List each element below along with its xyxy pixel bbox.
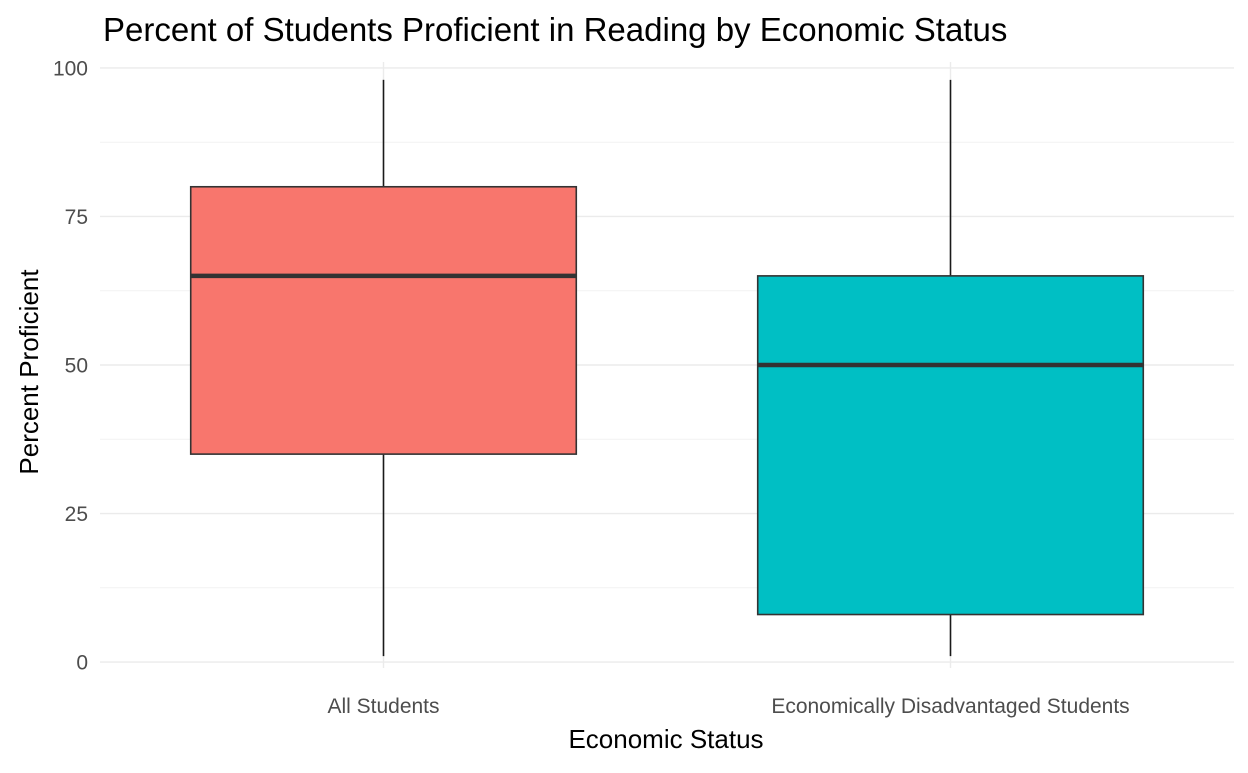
x-tick-label: Economically Disadvantaged Students: [771, 695, 1129, 718]
x-axis-ticks: All Students Economically Disadvantaged S…: [327, 695, 1129, 718]
y-axis-title: Percent Proficient: [14, 269, 44, 475]
box-layer: [189, 79, 1145, 657]
x-tick-label: All Students: [327, 695, 439, 718]
y-tick-label: 0: [76, 652, 88, 675]
y-axis-ticks: 0 25 50 75 100: [53, 57, 88, 674]
chart-title: Percent of Students Proficient in Readin…: [103, 11, 1007, 48]
iqr-box: [756, 275, 1145, 616]
y-tick-label: 50: [65, 355, 88, 378]
y-tick-label: 25: [65, 503, 88, 526]
box-group: [189, 79, 578, 657]
y-tick-label: 100: [53, 57, 88, 80]
x-axis-title: Economic Status: [568, 724, 763, 754]
iqr-box: [189, 185, 578, 455]
y-tick-label: 75: [65, 206, 88, 229]
box-group: [756, 79, 1145, 657]
